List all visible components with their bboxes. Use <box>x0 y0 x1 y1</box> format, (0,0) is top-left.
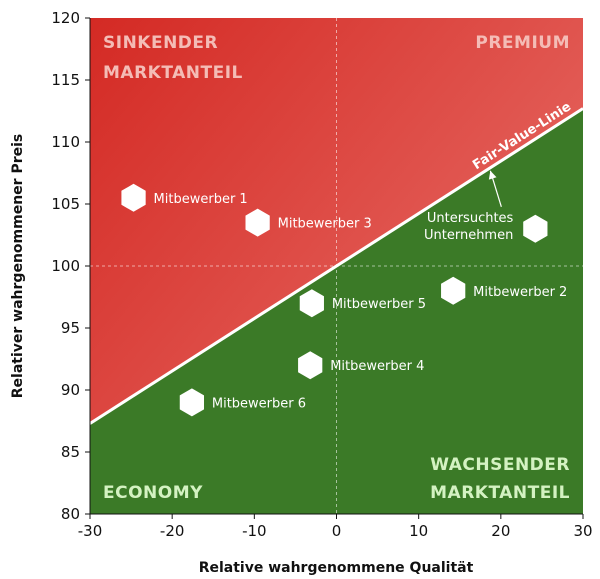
point-label-mitbewerber-5: Mitbewerber 5 <box>332 297 426 312</box>
zone-label-sinkender: SINKENDER <box>103 33 218 53</box>
x-tick-labels: -30 -20 -10 0 10 20 30 <box>78 514 593 540</box>
y-tick-label: 100 <box>51 257 80 275</box>
point-label-mitbewerber-1: Mitbewerber 1 <box>154 192 248 207</box>
y-tick-label: 120 <box>51 9 80 27</box>
x-tick-label: 20 <box>491 522 510 540</box>
point-label-mitbewerber-3: Mitbewerber 3 <box>278 217 372 232</box>
point-label-mitbewerber-6: Mitbewerber 6 <box>212 396 306 411</box>
y-tick-label: 80 <box>61 505 80 523</box>
y-axis-title: Relativer wahrgenommener Preis <box>10 134 26 398</box>
x-tick-label: 0 <box>332 522 342 540</box>
y-tick-label: 85 <box>61 443 80 461</box>
point-label-mitbewerber-4: Mitbewerber 4 <box>330 359 424 374</box>
y-tick-label: 90 <box>61 381 80 399</box>
x-tick-label: 30 <box>573 522 592 540</box>
x-tick-label: -10 <box>242 522 267 540</box>
below-fair-value-region <box>90 108 583 514</box>
zone-labels: SINKENDER MARKTANTEIL PREMIUM ECONOMY WA… <box>103 33 570 503</box>
point-marker-mitbewerber-5 <box>299 289 324 318</box>
x-axis-title: Relative wahrgenommene Qualität <box>199 560 474 576</box>
point-marker-mitbewerber-3 <box>245 208 270 237</box>
zone-label-wachsender: WACHSENDER <box>430 455 570 475</box>
x-tick-label: -20 <box>160 522 185 540</box>
competitor-points: Mitbewerber 1 Mitbewerber 3 Mitbewerber 5 M… <box>121 183 567 417</box>
x-tick-label: -30 <box>78 522 103 540</box>
fair-value-line <box>89 107 584 425</box>
point-label-untersuchtes-unternehmen: Untersuchtes Unternehmen <box>424 211 514 243</box>
zone-label-marktanteil-bottom: MARKTANTEIL <box>430 483 570 503</box>
y-tick-labels: 80 85 90 95 100 105 110 115 120 <box>51 9 90 523</box>
above-fair-value-region <box>90 18 583 424</box>
point-label-mitbewerber-2: Mitbewerber 2 <box>473 285 567 300</box>
point-marker-untersuchtes-unternehmen <box>523 214 548 243</box>
zone-label-premium: PREMIUM <box>475 33 570 53</box>
zone-label-marktanteil-top: MARKTANTEIL <box>103 63 243 83</box>
y-tick-label: 105 <box>51 195 80 213</box>
point-marker-mitbewerber-4 <box>298 351 323 380</box>
point-marker-mitbewerber-6 <box>179 388 205 417</box>
y-tick-label: 115 <box>51 71 80 89</box>
company-arrow-head <box>488 170 497 180</box>
y-tick-label: 110 <box>51 133 80 151</box>
point-marker-mitbewerber-1 <box>121 183 146 212</box>
y-tick-label: 95 <box>61 319 80 337</box>
zone-label-economy: ECONOMY <box>103 483 203 503</box>
point-marker-mitbewerber-2 <box>441 276 466 305</box>
x-tick-label: 10 <box>409 522 428 540</box>
